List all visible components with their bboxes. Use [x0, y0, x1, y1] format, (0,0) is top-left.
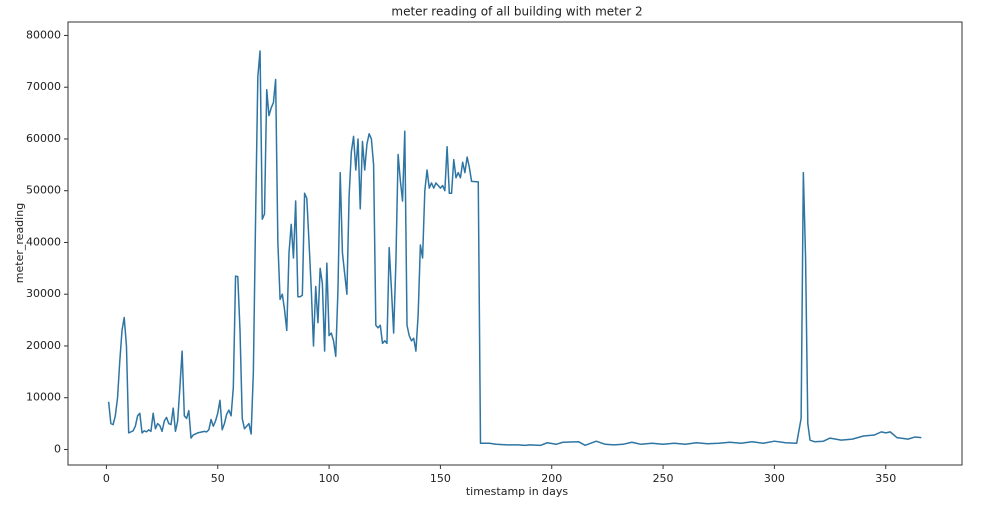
plot-frame: [67, 21, 963, 466]
x-tick-label: 150: [430, 472, 451, 485]
x-tick-label: 50: [211, 472, 225, 485]
chart-title: meter reading of all building with meter…: [391, 5, 642, 19]
y-axis-label: meter_reading: [13, 203, 26, 283]
x-tick-label: 350: [875, 472, 896, 485]
x-tick-label: 300: [764, 472, 785, 485]
x-tick-label: 200: [541, 472, 562, 485]
y-tick-label: 0: [54, 442, 61, 455]
y-tick-label: 20000: [26, 339, 61, 352]
y-tick-label: 10000: [26, 391, 61, 404]
x-axis-label: timestamp in days: [466, 485, 569, 498]
y-tick-label: 50000: [26, 184, 61, 197]
y-tick-label: 40000: [26, 235, 61, 248]
y-tick-label: 70000: [26, 80, 61, 93]
y-tick-label: 80000: [26, 28, 61, 41]
data-line: [107, 50, 922, 447]
y-tick-label: 30000: [26, 287, 61, 300]
x-tick-label: 250: [653, 472, 674, 485]
y-tick-label: 60000: [26, 132, 61, 145]
x-tick-label: 100: [319, 472, 340, 485]
x-tick-label: 0: [103, 472, 110, 485]
